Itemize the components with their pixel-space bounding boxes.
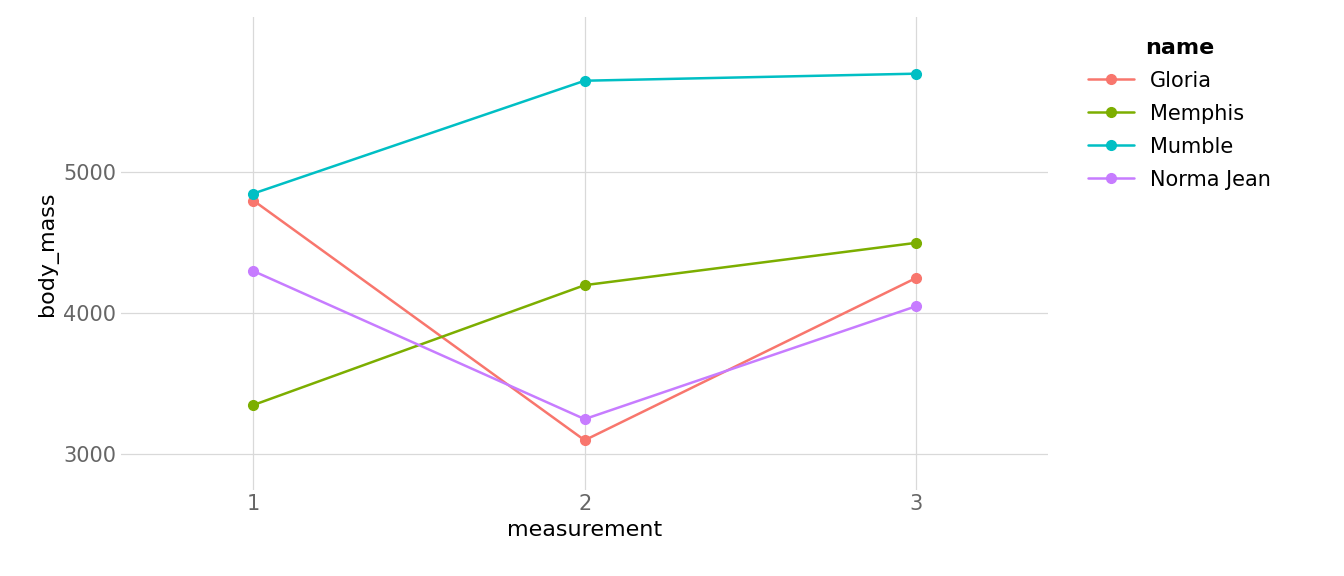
Mumble xyxy=(907,70,923,77)
X-axis label: measurement: measurement xyxy=(507,520,663,540)
Gloria xyxy=(577,437,593,444)
Line: Gloria: Gloria xyxy=(249,196,921,445)
Memphis xyxy=(246,401,262,408)
Mumble xyxy=(577,77,593,84)
Y-axis label: body_mass: body_mass xyxy=(36,191,58,316)
Line: Norma Jean: Norma Jean xyxy=(249,266,921,424)
Mumble xyxy=(246,190,262,197)
Legend: Gloria, Memphis, Mumble, Norma Jean: Gloria, Memphis, Mumble, Norma Jean xyxy=(1078,28,1281,200)
Memphis xyxy=(577,282,593,289)
Gloria xyxy=(246,197,262,204)
Gloria xyxy=(907,275,923,282)
Norma Jean xyxy=(246,268,262,275)
Memphis xyxy=(907,240,923,247)
Norma Jean xyxy=(577,416,593,423)
Line: Mumble: Mumble xyxy=(249,69,921,198)
Line: Memphis: Memphis xyxy=(249,238,921,410)
Norma Jean xyxy=(907,303,923,310)
